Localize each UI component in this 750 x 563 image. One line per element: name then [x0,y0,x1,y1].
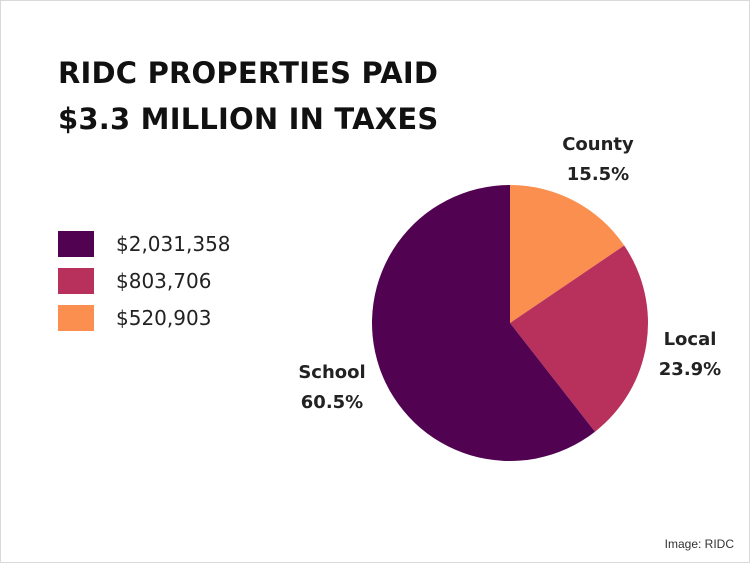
title-line-1: RIDC PROPERTIES PAID [58,56,439,90]
slice-label-local: Local 23.9% [659,329,721,380]
slice-name: Local [664,329,717,350]
legend-item-county: $520,903 [58,299,231,336]
slice-label-county: County 15.5% [562,134,634,185]
slice-name: County [562,134,634,155]
legend-swatch [58,304,94,331]
slice-percent: 23.9% [659,359,721,380]
pie-slice-local [510,245,649,432]
pie-slice-school [372,185,595,461]
slice-percent: 60.5% [301,392,363,413]
slice-percent: 15.5% [567,164,629,185]
pie-slice-county [510,185,625,323]
legend-item-local: $803,706 [58,262,231,299]
legend-item-school: $2,031,358 [58,225,231,262]
slice-label-school: School 60.5% [298,362,365,413]
legend-label: $2,031,358 [116,231,231,256]
legend: $2,031,358 $803,706 $520,903 [58,225,231,336]
title-line-2: $3.3 MILLION IN TAXES [58,102,439,136]
slice-name: School [298,362,365,383]
image-credit: Image: RIDC [664,537,734,551]
chart-title: RIDC PROPERTIES PAID $3.3 MILLION IN TAX… [58,50,438,142]
legend-swatch [58,230,94,257]
legend-label: $803,706 [116,268,212,293]
legend-label: $520,903 [116,305,212,330]
legend-swatch [58,267,94,294]
